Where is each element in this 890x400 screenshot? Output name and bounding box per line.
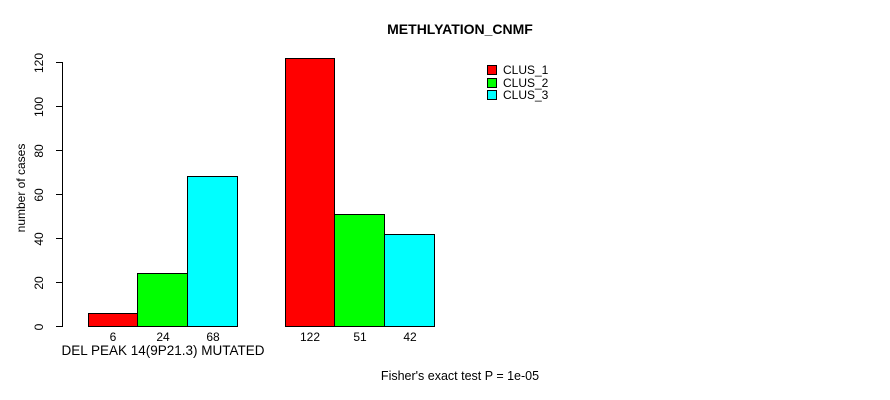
legend-label: CLUS_2 (503, 75, 549, 90)
y-tick (56, 106, 62, 107)
footnote-fisher-test: Fisher's exact test P = 1e-05 (380, 369, 540, 383)
legend-label: CLUS_3 (503, 88, 549, 103)
legend: CLUS_1 CLUS_2 CLUS_3 (487, 64, 548, 102)
y-tick-label: 20 (32, 275, 46, 290)
y-tick (56, 326, 62, 327)
bar-value-label: 42 (403, 330, 417, 344)
legend-swatch-icon (487, 77, 497, 88)
bar-value-label: 51 (353, 330, 367, 344)
legend-item-clus_2: CLUS_2 (487, 77, 548, 90)
bar-clus_2-group2 (334, 213, 385, 327)
y-tick (56, 150, 62, 151)
bar-clus_1-group2 (285, 57, 335, 327)
group-label: DEL PEAK 14(9P21.3) MUTATED (61, 343, 265, 358)
y-tick-label: 0 (32, 323, 46, 330)
legend-item-clus_1: CLUS_1 (487, 64, 548, 77)
y-tick (56, 62, 62, 63)
chart-title: METHLYATION_CNMF (387, 21, 533, 37)
legend-item-clus_3: CLUS_3 (487, 89, 548, 102)
bar-value-label: 122 (299, 330, 321, 344)
bar-clus_3-group1 (187, 176, 238, 327)
y-tick (56, 238, 62, 239)
bar-value-label: 6 (109, 330, 117, 344)
bar-clus_1-group1 (88, 312, 138, 327)
bar-clus_3-group2 (384, 233, 435, 327)
y-tick-label: 60 (32, 187, 46, 202)
y-tick-label: 40 (32, 231, 46, 246)
y-axis-line (62, 62, 63, 327)
y-tick (56, 194, 62, 195)
y-tick (56, 282, 62, 283)
bar-clus_2-group1 (137, 273, 188, 327)
bar-value-label: 24 (156, 330, 170, 344)
bar-value-label: 68 (206, 330, 220, 344)
y-tick-label: 80 (32, 143, 46, 158)
y-axis-title: number of cases (14, 143, 28, 233)
y-tick-label: 120 (32, 52, 46, 73)
legend-label: CLUS_1 (503, 63, 549, 78)
legend-swatch-icon (487, 90, 497, 101)
legend-swatch-icon (487, 65, 497, 76)
y-tick-label: 100 (32, 96, 46, 117)
